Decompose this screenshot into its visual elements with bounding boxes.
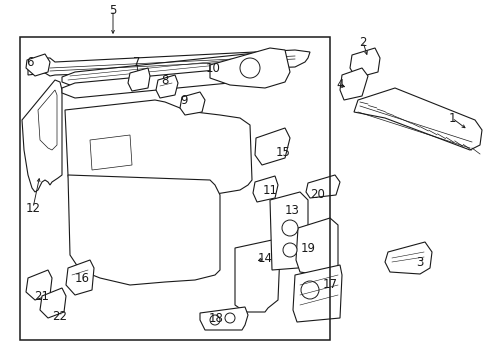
Polygon shape: [38, 90, 57, 150]
Polygon shape: [353, 88, 481, 150]
Text: 5: 5: [109, 4, 117, 17]
Circle shape: [224, 313, 235, 323]
Text: 22: 22: [52, 310, 67, 323]
Text: 11: 11: [262, 184, 277, 197]
Circle shape: [282, 220, 297, 236]
Text: 2: 2: [359, 36, 366, 49]
Polygon shape: [200, 307, 247, 330]
Polygon shape: [292, 265, 341, 322]
Circle shape: [240, 58, 260, 78]
Text: 13: 13: [284, 203, 299, 216]
Polygon shape: [209, 48, 289, 88]
Polygon shape: [349, 48, 379, 78]
Text: 7: 7: [133, 55, 141, 68]
Text: 3: 3: [415, 256, 423, 269]
Polygon shape: [90, 135, 132, 170]
Polygon shape: [128, 68, 150, 91]
Polygon shape: [62, 65, 285, 98]
Circle shape: [301, 281, 318, 299]
Polygon shape: [305, 175, 339, 198]
Polygon shape: [180, 92, 204, 115]
Text: 19: 19: [300, 242, 315, 255]
Polygon shape: [22, 80, 62, 192]
Bar: [20, 37, 329, 340]
Polygon shape: [26, 54, 50, 76]
Polygon shape: [295, 218, 337, 275]
Polygon shape: [68, 175, 220, 285]
Polygon shape: [156, 75, 178, 98]
Circle shape: [209, 315, 220, 325]
Text: 12: 12: [25, 202, 41, 215]
Polygon shape: [254, 128, 289, 165]
Polygon shape: [65, 100, 251, 220]
Text: 10: 10: [205, 62, 220, 75]
Polygon shape: [384, 242, 431, 274]
Text: 4: 4: [336, 78, 343, 91]
Text: 17: 17: [322, 278, 337, 291]
Text: 6: 6: [26, 57, 34, 69]
Circle shape: [283, 243, 296, 257]
Text: 16: 16: [74, 271, 89, 284]
Text: 18: 18: [208, 311, 223, 324]
Polygon shape: [269, 192, 307, 270]
Polygon shape: [235, 240, 280, 312]
Text: 15: 15: [275, 145, 290, 158]
Polygon shape: [26, 270, 52, 300]
Text: 9: 9: [180, 94, 187, 107]
Polygon shape: [339, 68, 367, 100]
Polygon shape: [62, 52, 280, 87]
Text: 1: 1: [447, 112, 455, 125]
Polygon shape: [252, 176, 278, 202]
Polygon shape: [66, 260, 94, 295]
Text: 21: 21: [35, 289, 49, 302]
Text: 14: 14: [257, 252, 272, 265]
Text: 20: 20: [310, 188, 325, 201]
Text: 8: 8: [161, 73, 168, 86]
Polygon shape: [28, 50, 309, 76]
Polygon shape: [40, 288, 66, 318]
